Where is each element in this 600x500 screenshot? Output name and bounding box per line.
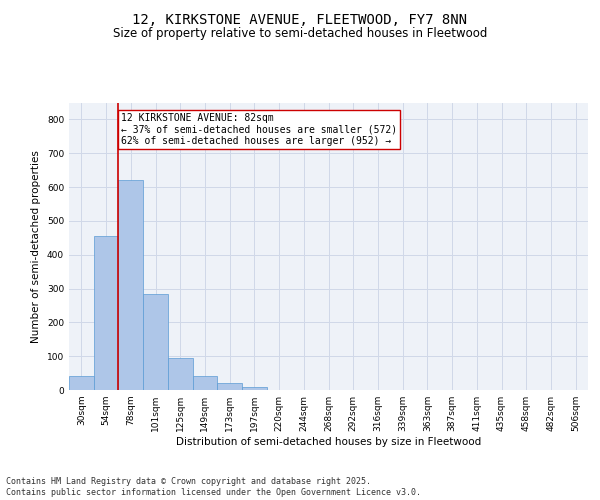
Bar xyxy=(193,376,217,390)
X-axis label: Distribution of semi-detached houses by size in Fleetwood: Distribution of semi-detached houses by … xyxy=(176,437,481,447)
Bar xyxy=(118,180,143,390)
Bar xyxy=(143,294,168,390)
Text: 12 KIRKSTONE AVENUE: 82sqm
← 37% of semi-detached houses are smaller (572)
62% o: 12 KIRKSTONE AVENUE: 82sqm ← 37% of semi… xyxy=(121,112,397,146)
Bar xyxy=(217,383,242,390)
Text: Size of property relative to semi-detached houses in Fleetwood: Size of property relative to semi-detach… xyxy=(113,28,487,40)
Bar xyxy=(69,376,94,390)
Bar xyxy=(242,388,267,390)
Text: Contains HM Land Registry data © Crown copyright and database right 2025.
Contai: Contains HM Land Registry data © Crown c… xyxy=(6,478,421,497)
Bar xyxy=(168,358,193,390)
Text: 12, KIRKSTONE AVENUE, FLEETWOOD, FY7 8NN: 12, KIRKSTONE AVENUE, FLEETWOOD, FY7 8NN xyxy=(133,12,467,26)
Bar xyxy=(94,236,118,390)
Y-axis label: Number of semi-detached properties: Number of semi-detached properties xyxy=(31,150,41,342)
